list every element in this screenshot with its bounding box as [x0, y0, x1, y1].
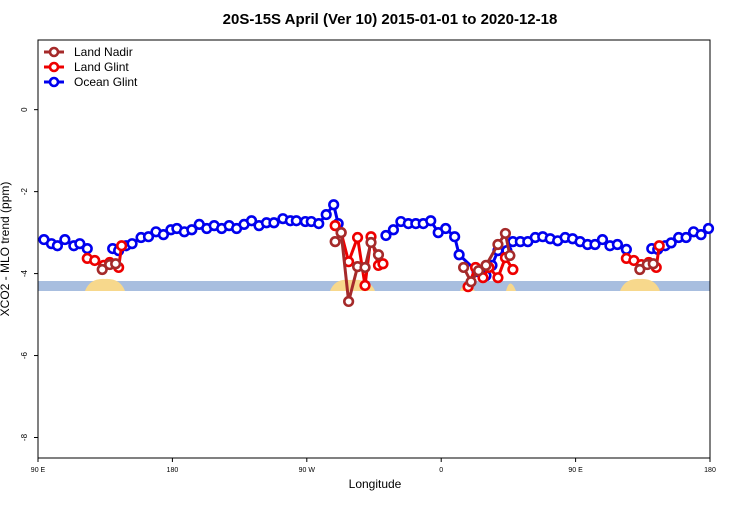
- x-tick-label: 0: [439, 467, 443, 474]
- point: [96, 263, 108, 276]
- point: [440, 222, 452, 235]
- point: [695, 229, 707, 241]
- point: [351, 231, 364, 244]
- legend-label: Land Glint: [74, 60, 129, 74]
- y-tick-label: -6: [20, 351, 29, 359]
- plot-frame: [37, 39, 711, 459]
- point: [702, 222, 715, 235]
- point: [499, 227, 512, 240]
- legend-label: Land Nadir: [74, 45, 133, 59]
- legend-marker: [48, 46, 60, 58]
- legend-marker: [48, 76, 60, 88]
- point: [425, 215, 437, 227]
- point: [313, 217, 325, 230]
- point: [126, 238, 138, 250]
- point: [653, 240, 665, 252]
- y-tick-label: 0: [20, 107, 29, 112]
- y-tick-label: -4: [20, 269, 29, 277]
- point: [634, 263, 646, 276]
- point: [142, 231, 155, 243]
- point: [372, 249, 385, 261]
- point: [504, 249, 516, 262]
- point: [611, 238, 624, 251]
- point: [245, 215, 258, 227]
- point: [647, 258, 659, 270]
- point: [51, 240, 64, 252]
- point: [665, 237, 677, 249]
- point: [59, 233, 71, 246]
- point: [328, 199, 340, 211]
- point: [74, 238, 86, 250]
- point: [480, 259, 492, 271]
- y-axis-label: XCO2 - MLO trend (ppm): [0, 182, 12, 317]
- point: [492, 238, 504, 251]
- chart-title: 20S-15S April (Ver 10) 2015-01-01 to 202…: [223, 11, 558, 28]
- surface-strip: [38, 278, 710, 291]
- point: [449, 231, 461, 243]
- point: [387, 224, 400, 236]
- point: [620, 243, 632, 256]
- point: [377, 258, 389, 270]
- point: [492, 272, 504, 284]
- legend-marker: [48, 61, 60, 73]
- point: [329, 236, 341, 248]
- point: [268, 217, 280, 229]
- point: [343, 295, 355, 308]
- point: [110, 258, 122, 270]
- x-tick-label: 180: [167, 467, 179, 474]
- point: [453, 249, 465, 261]
- point: [365, 236, 377, 249]
- point: [290, 215, 302, 227]
- point: [329, 220, 341, 232]
- point: [380, 229, 392, 242]
- x-axis-label: Longitude: [349, 477, 402, 491]
- point: [589, 238, 601, 251]
- point: [596, 233, 609, 246]
- x-tick-label: 90 W: [299, 467, 316, 474]
- series: [96, 227, 659, 308]
- legend-label: Ocean Glint: [74, 75, 138, 89]
- y-tick-label: -8: [20, 433, 29, 441]
- point: [680, 231, 692, 244]
- point: [507, 263, 519, 276]
- point: [458, 261, 470, 274]
- point: [116, 240, 128, 252]
- x-tick-label: 90 E: [568, 467, 583, 474]
- ocean-strip: [38, 281, 710, 291]
- point: [472, 265, 485, 277]
- y-tick-label: -2: [20, 188, 29, 196]
- point: [335, 227, 347, 239]
- point: [81, 242, 93, 255]
- point: [186, 224, 198, 236]
- point: [320, 208, 332, 221]
- x-tick-label: 90 E: [31, 467, 46, 474]
- x-tick-label: 180: [704, 467, 716, 474]
- point: [359, 261, 371, 274]
- point: [465, 276, 477, 288]
- point: [89, 254, 101, 267]
- land-strip: [85, 278, 660, 291]
- point: [157, 229, 170, 241]
- point: [359, 279, 371, 292]
